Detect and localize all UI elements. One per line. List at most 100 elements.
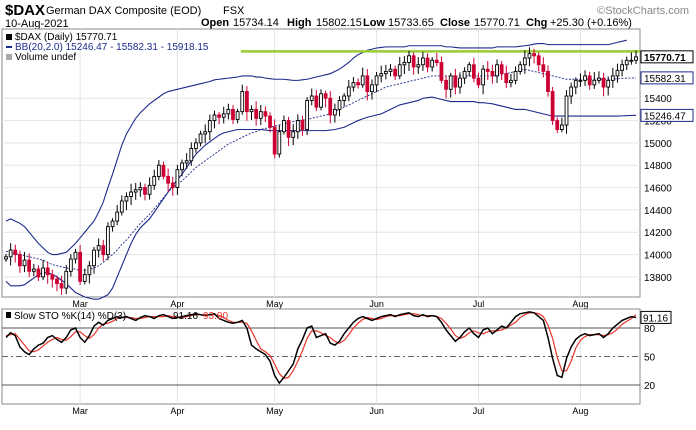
legend-price: $DAX (Daily) 15770.71 bbox=[15, 32, 118, 43]
sto-y-axis: 20 50 80 bbox=[644, 324, 656, 392]
sto-month-label: Mar bbox=[72, 406, 88, 416]
candle-body bbox=[189, 148, 194, 162]
sto-month-label: Jun bbox=[369, 406, 384, 416]
candle-body bbox=[319, 93, 323, 108]
candle-body bbox=[92, 249, 96, 267]
candle-body bbox=[226, 108, 231, 115]
month-label: Jun bbox=[369, 299, 384, 309]
candle-body bbox=[634, 56, 638, 61]
candle-body bbox=[180, 162, 184, 171]
bb-middle-band bbox=[5, 68, 637, 271]
sto-month-label: Aug bbox=[572, 406, 588, 416]
candle-body bbox=[546, 70, 550, 92]
sto-tick-label: 50 bbox=[644, 353, 656, 364]
candle-body bbox=[583, 75, 587, 81]
candle-body bbox=[407, 55, 411, 63]
candle-body bbox=[597, 77, 601, 81]
candle-body bbox=[175, 169, 180, 189]
sto-tags: 91.16 bbox=[640, 310, 672, 324]
candle-body bbox=[244, 91, 249, 113]
open-value: 15734.14 bbox=[233, 17, 279, 29]
legend-sto-prefix: Slow STO %K(14) %D(3) bbox=[14, 311, 126, 322]
sto-tag-box bbox=[640, 310, 672, 324]
candle-body bbox=[291, 131, 296, 138]
month-label: Mar bbox=[72, 299, 88, 309]
sto-tick-label: 80 bbox=[644, 324, 656, 335]
candle-body bbox=[277, 131, 282, 155]
price-tag-label: 15246.47 bbox=[644, 111, 686, 122]
candle-body bbox=[161, 164, 166, 177]
candle-body bbox=[485, 68, 490, 72]
candle-body bbox=[59, 283, 64, 289]
candle-body bbox=[587, 75, 592, 86]
candle-body bbox=[13, 249, 18, 256]
price-tick-label: 14800 bbox=[644, 161, 672, 172]
candle-body bbox=[323, 93, 328, 99]
candle-body bbox=[286, 120, 291, 138]
month-label: Apr bbox=[170, 299, 184, 309]
candle-body bbox=[36, 268, 41, 278]
candle-body bbox=[124, 196, 129, 202]
candle-body bbox=[333, 108, 337, 116]
price-tick-label: 15400 bbox=[644, 94, 672, 105]
price-tick-label: 15200 bbox=[644, 117, 672, 128]
candle-body bbox=[504, 73, 509, 84]
candle-body bbox=[522, 57, 527, 66]
chg-value: +25.30 (+0.16%) bbox=[550, 17, 632, 29]
month-label: Aug bbox=[572, 299, 588, 309]
low-value: 15733.65 bbox=[388, 17, 434, 29]
candle-body bbox=[624, 59, 629, 66]
legend-sto-swatch bbox=[6, 312, 11, 318]
candle-body bbox=[610, 75, 615, 81]
candle-body bbox=[101, 245, 106, 256]
legend-price-swatch bbox=[6, 34, 12, 40]
candle-body bbox=[82, 274, 87, 282]
candle-body bbox=[365, 75, 370, 92]
candle-body bbox=[476, 77, 481, 86]
candle-body bbox=[564, 95, 569, 126]
candle-body bbox=[356, 82, 360, 86]
candle-body bbox=[346, 86, 351, 97]
legend-sto-d: 93.90 bbox=[203, 311, 228, 322]
candle-body bbox=[541, 64, 546, 72]
candle-body bbox=[45, 267, 50, 276]
candle-body bbox=[87, 265, 92, 276]
candle-body bbox=[397, 64, 402, 77]
candle-body bbox=[578, 79, 583, 82]
candle-body bbox=[337, 100, 342, 110]
price-y-axis: 13800 14000 14200 14400 14600 14800 15000 15200… bbox=[644, 94, 672, 284]
candle-body bbox=[194, 142, 198, 149]
legend-sto-k: 91.16 bbox=[173, 311, 198, 322]
candle-body bbox=[550, 91, 555, 122]
candle-body bbox=[55, 278, 59, 285]
candle-body bbox=[212, 114, 217, 122]
candle-body bbox=[18, 254, 22, 267]
candle-body bbox=[629, 59, 634, 62]
bb-upper-band bbox=[5, 39, 627, 256]
header-symbol: $DAX bbox=[5, 2, 45, 19]
candle-body bbox=[282, 120, 286, 133]
candle-body bbox=[383, 70, 388, 75]
candle-body bbox=[235, 111, 240, 120]
candle-body bbox=[471, 64, 476, 79]
candle-body bbox=[184, 160, 189, 164]
candle-body bbox=[268, 115, 272, 128]
high-label: High bbox=[287, 17, 312, 29]
sto-x-axis: Mar Apr May Jun Jul Aug bbox=[72, 406, 588, 416]
candle-body bbox=[207, 120, 212, 133]
candle-body bbox=[569, 86, 574, 97]
candle-body bbox=[147, 184, 152, 195]
watermark: ©StockCharts.com bbox=[597, 5, 689, 17]
candle-body bbox=[198, 133, 203, 144]
sto-month-label: Jul bbox=[473, 406, 485, 416]
candle-body bbox=[370, 84, 374, 92]
candle-body bbox=[444, 79, 448, 90]
candle-body bbox=[462, 70, 467, 79]
candle-body bbox=[518, 64, 523, 72]
candle-body bbox=[27, 259, 32, 272]
candle-body bbox=[129, 191, 133, 197]
price-tags: 15770.71 15582.31 15246.47 bbox=[640, 50, 694, 122]
price-tag-label: 15770.71 bbox=[644, 53, 686, 64]
legend-volume-swatch bbox=[6, 54, 12, 60]
price-tick-label: 14000 bbox=[644, 251, 672, 262]
